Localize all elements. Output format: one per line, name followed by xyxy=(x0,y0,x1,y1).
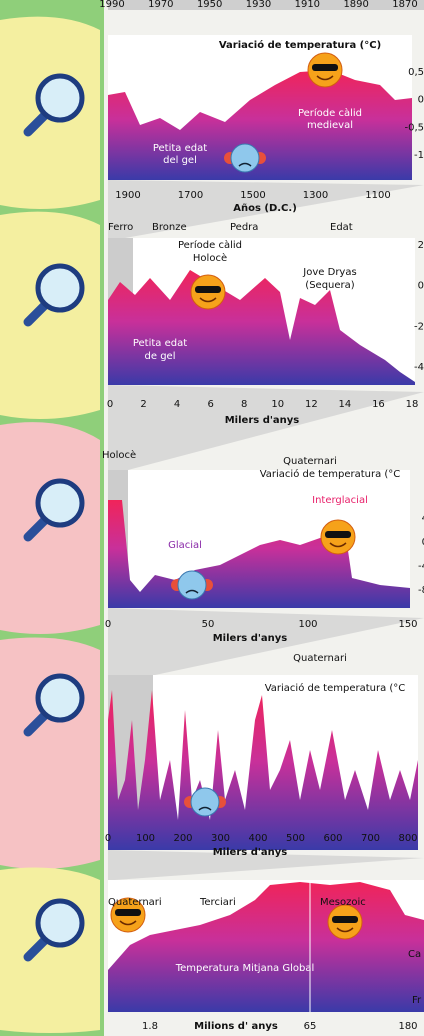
tick-label: 65 xyxy=(304,1021,317,1032)
tick-label: 4 xyxy=(174,399,180,410)
top-label: Edat xyxy=(330,222,353,233)
tick-label: 300 xyxy=(211,833,230,844)
y-tick-label: 0 xyxy=(418,95,424,106)
top-label: Bronze xyxy=(152,222,187,233)
side-label: Ca xyxy=(408,949,421,960)
tick-label: 1.8 xyxy=(142,1021,158,1032)
side-label: Fr xyxy=(412,995,422,1006)
tick-label: 1950 xyxy=(197,0,222,10)
tick-label: 1700 xyxy=(178,190,203,201)
tick-label: 16 xyxy=(372,399,385,410)
top-label: Quaternari xyxy=(108,897,162,908)
y-tick-label: -0,5 xyxy=(404,122,424,133)
tick-label: 10 xyxy=(271,399,284,410)
tick-label: 1900 xyxy=(115,190,140,201)
blob xyxy=(0,638,100,869)
blob xyxy=(0,422,100,634)
tick-label: 18 xyxy=(406,399,419,410)
top-label: Ferro xyxy=(108,222,133,233)
sunglasses xyxy=(312,64,338,71)
tick-label: 6 xyxy=(207,399,213,410)
magnifier xyxy=(38,481,82,525)
x-label: Milers d'anys xyxy=(225,415,300,426)
annotation: (Sequera) xyxy=(305,280,354,291)
y-tick-label: -1 xyxy=(414,150,424,161)
annotation: Interglacial xyxy=(312,495,368,506)
tick-label: 150 xyxy=(398,619,417,630)
y-tick-label: -4 xyxy=(418,561,424,572)
cold-face xyxy=(191,788,219,816)
x-label: Milers d'anys xyxy=(213,633,288,644)
tick-label: 180 xyxy=(398,1021,417,1032)
sunglasses xyxy=(115,909,141,916)
y-label: Variació de temperatura (°C xyxy=(260,468,401,480)
x-label: Milers d'anys xyxy=(213,847,288,858)
annotation: de gel xyxy=(145,351,176,362)
sunglasses xyxy=(332,916,358,923)
tick-label: 0 xyxy=(105,619,111,630)
annotation: Glacial xyxy=(168,540,202,551)
tick-label: 600 xyxy=(323,833,342,844)
tick-label: 1100 xyxy=(365,190,390,201)
tick-label: 14 xyxy=(339,399,352,410)
tick-label: 700 xyxy=(361,833,380,844)
tick-label: 500 xyxy=(286,833,305,844)
tick-label: 0 xyxy=(107,399,113,410)
infographic: Variació de temperatura (°C) Període càl… xyxy=(0,0,424,1036)
magnifier xyxy=(38,901,82,945)
top-label: Quaternari xyxy=(283,456,337,467)
x-label: Milions d' anys xyxy=(194,1021,278,1032)
magnifier xyxy=(38,266,82,310)
tick-label: 1930 xyxy=(246,0,271,10)
tick-label: 8 xyxy=(241,399,247,410)
top-label: Quaternari xyxy=(293,653,347,664)
top-label: Holocè xyxy=(102,449,136,461)
tick-label: 1970 xyxy=(148,0,173,10)
tick-label: 100 xyxy=(298,619,317,630)
y-tick-label: -8 xyxy=(418,585,424,596)
tick-label: 1890 xyxy=(343,0,368,10)
tick-label: 1500 xyxy=(240,190,265,201)
cold-face xyxy=(178,571,206,599)
magnifier xyxy=(38,676,82,720)
y-tick-label: 2 xyxy=(418,240,424,251)
top-label: Pedra xyxy=(230,222,258,233)
tick-label: 50 xyxy=(202,619,215,630)
tick-label: 1300 xyxy=(303,190,328,201)
tick-label: 800 xyxy=(398,833,417,844)
tick-label: 12 xyxy=(305,399,318,410)
tick-label: 100 xyxy=(136,833,155,844)
x-label: Años (D.C.) xyxy=(233,203,297,214)
annotation: Temperatura Mitjana Global xyxy=(175,963,315,974)
top-label: Terciari xyxy=(199,897,236,908)
tick-label: 1870 xyxy=(392,0,417,10)
y-tick-label: 0 xyxy=(418,281,424,292)
tick-label: 2 xyxy=(140,399,146,410)
annotation: Jove Dryas xyxy=(302,267,356,278)
tick-label: 0 xyxy=(105,833,111,844)
annotation: Petita edat xyxy=(153,143,207,154)
tick-label: 1990 xyxy=(99,0,124,10)
y-label: Variació de temperatura (°C xyxy=(265,682,406,694)
blob xyxy=(0,212,100,419)
tick-label: 400 xyxy=(248,833,267,844)
sunglasses xyxy=(195,286,221,293)
tick-label: 200 xyxy=(173,833,192,844)
y-label: Variació de temperatura (°C) xyxy=(219,39,381,51)
magnifier xyxy=(38,76,82,120)
annotation: Petita edat xyxy=(133,338,187,349)
annotation: Període càlid xyxy=(298,107,362,119)
annotation: del gel xyxy=(163,155,197,166)
annotation: medieval xyxy=(307,120,353,131)
y-tick-label: 0,5 xyxy=(408,67,424,78)
blob xyxy=(0,868,100,1033)
cold-face xyxy=(231,144,259,172)
annotation: Període càlid xyxy=(178,239,242,251)
tick-label: 1910 xyxy=(295,0,320,10)
top-label: Mesozoic xyxy=(320,897,366,908)
y-tick-label: -4 xyxy=(414,362,424,373)
annotation: Holocè xyxy=(193,252,227,264)
sunglasses xyxy=(325,531,351,538)
y-tick-label: -2 xyxy=(414,321,424,332)
